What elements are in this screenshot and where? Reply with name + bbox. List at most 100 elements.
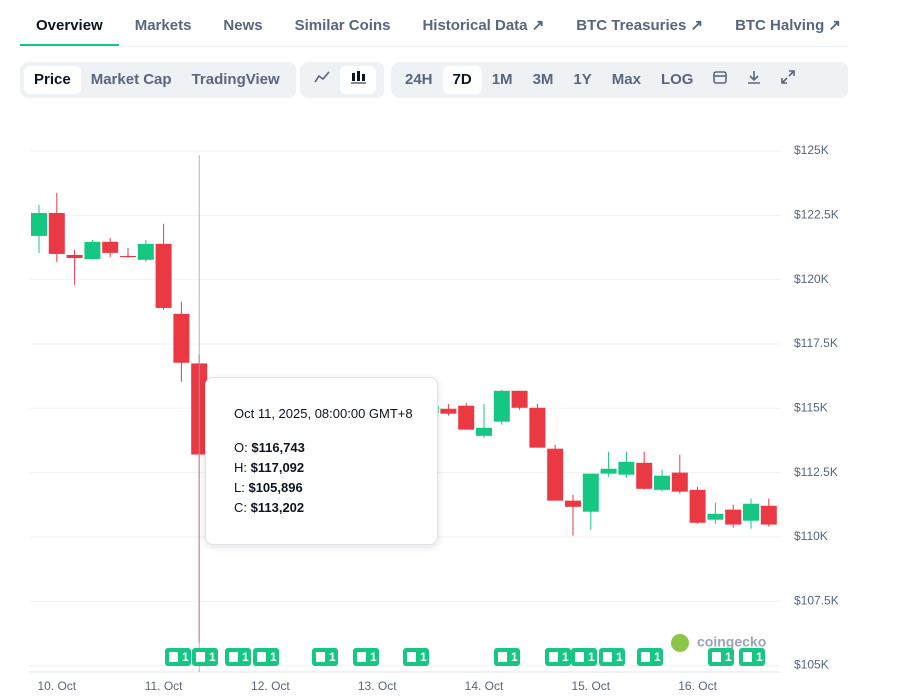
news-count: 1: [370, 650, 377, 664]
icon: [781, 70, 796, 84]
download-button[interactable]: [737, 66, 771, 94]
tab[interactable]: BTC Treasuries ↗: [560, 0, 719, 46]
candle-body: [600, 468, 617, 474]
candle-body: [31, 213, 47, 236]
line-chart-button[interactable]: [304, 66, 340, 94]
tab[interactable]: News: [223, 17, 263, 34]
tab[interactable]: Overview: [20, 0, 119, 46]
tooltip-row: O: $116,743: [234, 438, 437, 458]
candle-body: [689, 489, 706, 523]
candle-body: [440, 408, 457, 414]
news-count: 1: [654, 650, 661, 664]
news-marker[interactable]: 1: [599, 648, 625, 666]
news-count: 1: [562, 650, 569, 664]
news-marker[interactable]: 1: [192, 648, 218, 666]
tooltip-value: $105,896: [248, 480, 303, 495]
y-tick-label: $122.5K: [794, 207, 839, 221]
news-count: 1: [511, 650, 518, 664]
candle-body: [458, 405, 475, 430]
candle-body: [636, 462, 653, 489]
candle-body: [743, 503, 759, 521]
tooltip-key: C:: [234, 500, 247, 515]
news-marker[interactable]: 1: [353, 648, 379, 666]
news-icon: [603, 652, 612, 662]
x-tick-label: 13. Oct: [358, 679, 397, 693]
news-marker[interactable]: 1: [312, 648, 338, 666]
news-count: 1: [725, 650, 732, 664]
candle-body: [725, 509, 742, 525]
news-icon: [316, 652, 325, 662]
candle-body: [547, 448, 564, 501]
y-tick-label: $115K: [794, 400, 828, 414]
range-button[interactable]: Max: [611, 71, 641, 88]
news-marker[interactable]: 1: [708, 648, 734, 666]
tab[interactable]: Markets: [134, 17, 192, 34]
candle-body: [760, 505, 777, 525]
x-tick-label: 16. Oct: [678, 679, 717, 693]
x-tick-label: 11. Oct: [145, 679, 183, 693]
range-button[interactable]: 3M: [532, 71, 554, 88]
range-button[interactable]: LOG: [660, 71, 694, 88]
range-button[interactable]: 1M: [491, 71, 513, 88]
fullscreen-button[interactable]: [771, 66, 805, 94]
news-marker[interactable]: 1: [739, 648, 765, 666]
news-icon: [257, 652, 266, 662]
news-marker[interactable]: 1: [403, 648, 429, 666]
news-count: 1: [270, 650, 277, 664]
x-tick-label: 14. Oct: [465, 679, 504, 693]
candle-body: [120, 255, 136, 258]
view-button[interactable]: Price: [24, 66, 81, 94]
candle-body: [671, 472, 688, 492]
tooltip-key: H:: [234, 460, 247, 475]
tab[interactable]: Similar Coins: [294, 17, 391, 34]
tooltip-value: $117,092: [250, 460, 305, 475]
range-button[interactable]: 24H: [405, 71, 433, 88]
range-button[interactable]: 7D: [442, 66, 482, 94]
tooltip-row: C: $113,202: [234, 498, 437, 518]
news-count: 1: [242, 650, 249, 664]
watermark-text: coingecko: [697, 634, 766, 650]
news-marker[interactable]: 1: [253, 648, 279, 666]
icon: [314, 71, 330, 83]
news-icon: [407, 652, 416, 662]
x-tick-label: 12. Oct: [251, 679, 290, 693]
view-group: Price Market Cap TradingView: [20, 62, 296, 98]
view-button[interactable]: TradingView: [191, 71, 280, 88]
candle-body: [529, 407, 546, 448]
news-icon: [641, 652, 650, 662]
x-tick-label: 15. Oct: [571, 679, 610, 693]
candle-chart-button[interactable]: [340, 66, 376, 94]
tab[interactable]: BTC Halving ↗: [719, 0, 857, 46]
calendar-button[interactable]: [703, 66, 737, 94]
candle-body: [493, 390, 510, 422]
news-marker[interactable]: 1: [225, 648, 251, 666]
candle-body: [155, 243, 172, 308]
external-icon: ↗: [690, 17, 704, 34]
candle-body: [654, 475, 670, 490]
news-count: 1: [756, 650, 763, 664]
news-marker[interactable]: 1: [571, 648, 597, 666]
tab[interactable]: Historical Data ↗: [406, 0, 560, 46]
icon: [748, 71, 761, 84]
range-button[interactable]: 1Y: [573, 71, 592, 88]
candle-body: [84, 241, 101, 260]
tooltip-value: $113,202: [250, 500, 305, 515]
tooltip: Oct 11, 2025, 08:00:00 GMT+8 O: $116,743…: [205, 377, 438, 545]
candle-body: [618, 461, 635, 475]
tooltip-row: H: $117,092: [234, 458, 437, 478]
news-icon: [196, 652, 205, 662]
news-marker[interactable]: 1: [494, 648, 520, 666]
icon: [351, 71, 366, 84]
external-icon: ↗: [828, 17, 841, 34]
logo: [671, 634, 689, 652]
view-button[interactable]: Market Cap: [90, 71, 172, 88]
tooltip-date: Oct 11, 2025, 08:00:00 GMT+8: [234, 406, 413, 421]
news-marker[interactable]: 1: [637, 648, 663, 666]
news-count: 1: [182, 650, 189, 664]
candle-body: [565, 500, 581, 507]
news-marker[interactable]: 1: [545, 648, 571, 666]
news-marker[interactable]: 1: [165, 648, 191, 666]
candle-body: [102, 241, 119, 253]
